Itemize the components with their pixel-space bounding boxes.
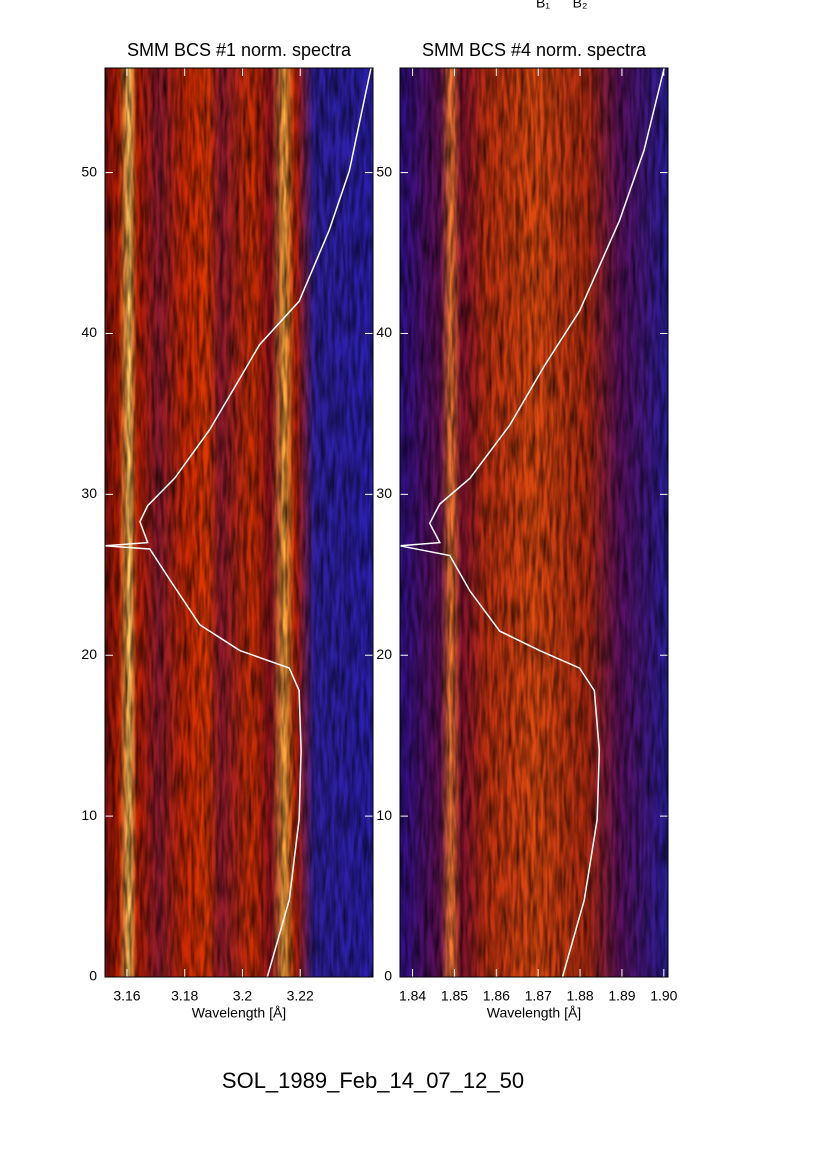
y-tick-label: 0: [89, 968, 97, 984]
light-curve: [104, 67, 372, 978]
annotation: B₂: [573, 0, 588, 11]
x-tick-label: 1.87: [525, 988, 552, 1004]
x-tick-label: 1.90: [650, 988, 677, 1004]
x-tick-label: 3.18: [171, 988, 198, 1004]
y-tick-label: 20: [81, 646, 97, 662]
x-axis-label: Wavelength [Å]: [487, 1005, 581, 1021]
x-tick-label: 3.22: [287, 988, 314, 1004]
plot-frame: [399, 67, 669, 978]
chart-title: SMM BCS #4 norm. spectra: [422, 40, 647, 60]
x-tick-label: 1.84: [399, 988, 426, 1004]
spectrogram-texture: [400, 68, 668, 977]
annotation: B₁: [536, 0, 550, 11]
y-tick-label: 40: [376, 324, 392, 340]
y-tick-label: 10: [376, 807, 392, 823]
x-tick-label: 1.88: [566, 988, 593, 1004]
y-tick-label: 10: [81, 807, 97, 823]
x-axis-label: Wavelength [Å]: [192, 1005, 286, 1021]
y-tick-label: 50: [81, 163, 97, 179]
x-tick-label: 3.2: [233, 988, 253, 1004]
y-tick-label: 0: [384, 968, 392, 984]
y-tick-label: 30: [81, 485, 97, 501]
y-tick-label: 20: [376, 646, 392, 662]
y-tick-label: 40: [81, 324, 97, 340]
y-tick-label: 50: [376, 163, 392, 179]
x-tick-label: 3.16: [113, 988, 140, 1004]
spectrogram-texture: [105, 68, 373, 977]
footer: SOL_1989_Feb_14_07_12_50: [222, 1068, 524, 1093]
plot-frame: [104, 67, 374, 978]
x-tick-label: 1.86: [483, 988, 510, 1004]
y-tick-label: 30: [376, 485, 392, 501]
chart-title: SMM BCS #1 norm. spectra: [127, 40, 352, 60]
x-tick-label: 1.85: [441, 988, 468, 1004]
x-tick-label: 1.89: [608, 988, 635, 1004]
